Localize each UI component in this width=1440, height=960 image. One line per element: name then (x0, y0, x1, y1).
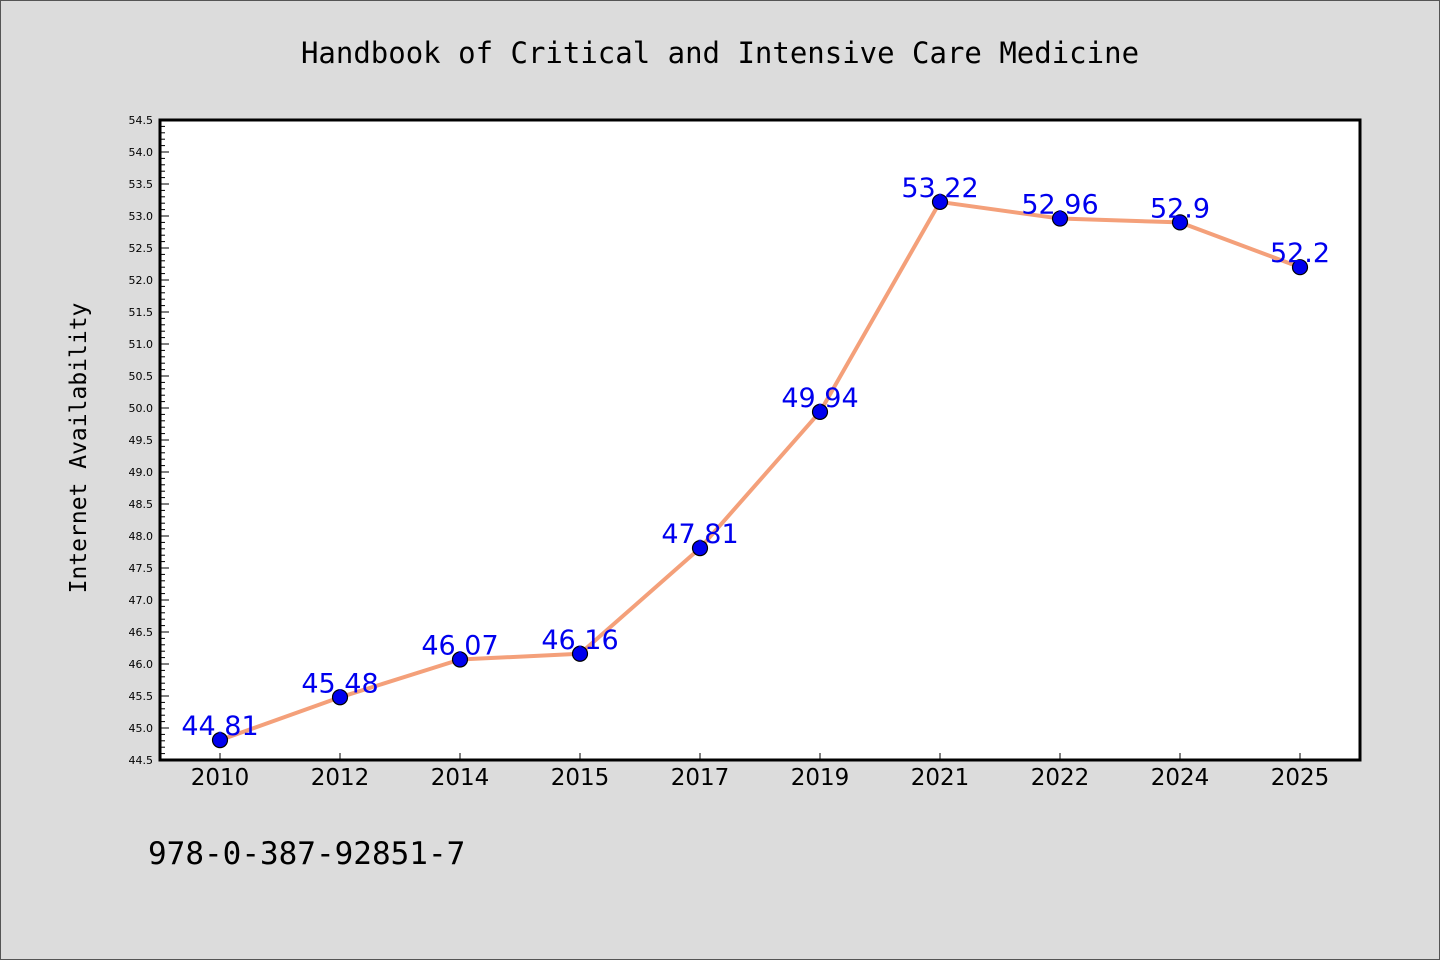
chart-title: Handbook of Critical and Intensive Care … (301, 36, 1139, 70)
data-point (1051, 210, 1069, 227)
data-series: 44.81 45.48 46.07 46.16 47.81 49.94 53.22 52.96… (181, 173, 1330, 749)
y-tick-label: 54.0 (129, 146, 154, 159)
y-tick-label: 50.5 (129, 370, 154, 383)
data-point (571, 645, 589, 662)
plot-area (160, 120, 1360, 760)
data-label: 49.94 (781, 383, 858, 414)
data-label: 46.16 (541, 625, 618, 656)
y-tick-label: 48.5 (129, 498, 154, 511)
y-axis: 44.5 45.0 45.5 46.0 46.5 47.0 47.5 48.0 48.5 49.0… (129, 114, 169, 767)
y-tick-label: 54.5 (129, 114, 154, 127)
data-label: 44.81 (181, 711, 258, 742)
x-tick-label: 2017 (671, 765, 730, 791)
y-tick-label: 53.5 (129, 178, 154, 191)
y-tick-label: 46.5 (129, 626, 154, 639)
y-tick-label: 51.0 (129, 338, 154, 351)
y-tick-label: 53.0 (129, 210, 154, 223)
y-tick-label: 49.0 (129, 466, 154, 479)
data-point (931, 193, 949, 211)
data-label: 52.2 (1270, 238, 1330, 269)
y-tick-label: 47.5 (129, 562, 154, 575)
y-tick-label: 48.0 (129, 530, 154, 543)
data-label: 47.81 (661, 519, 738, 550)
x-axis: 2010 2012 2014 2015 2017 2019 2021 2022 2024 2025 (191, 753, 1330, 791)
y-tick-label: 51.5 (129, 306, 154, 319)
data-label: 46.07 (421, 631, 498, 662)
x-tick-label: 2010 (191, 765, 250, 791)
data-point (1291, 259, 1309, 276)
y-tick-label: 52.5 (129, 242, 154, 255)
plot-frame (158, 118, 1362, 762)
x-tick-label: 2015 (551, 765, 610, 791)
y-tick-label: 46.0 (129, 658, 154, 671)
y-tick-label: 44.5 (129, 754, 154, 767)
x-tick-label: 2024 (1151, 765, 1210, 791)
y-tick-label: 52.0 (129, 274, 154, 287)
data-label: 52.96 (1021, 190, 1098, 221)
data-point (331, 689, 349, 706)
x-tick-label: 2021 (911, 765, 970, 791)
y-tick-label: 50.0 (129, 402, 154, 415)
data-point (691, 540, 709, 557)
data-point (211, 732, 229, 749)
data-label: 45.48 (301, 668, 378, 699)
isbn-text: 978-0-387-92851-7 (148, 836, 465, 872)
x-tick-label: 2022 (1031, 765, 1090, 791)
data-label: 52.9 (1150, 193, 1210, 224)
y-tick-label: 45.0 (129, 722, 154, 735)
y-tick-label: 47.0 (129, 594, 154, 607)
data-point (1171, 214, 1189, 231)
data-point (811, 403, 829, 420)
x-tick-label: 2019 (791, 765, 850, 791)
y-axis-label: Internet Availability (66, 303, 92, 594)
x-tick-label: 2012 (311, 765, 370, 791)
x-tick-label: 2025 (1271, 765, 1330, 791)
series-line (219, 199, 1301, 743)
data-label: 53.22 (901, 173, 978, 204)
y-tick-label: 49.5 (129, 434, 154, 447)
y-tick-label: 45.5 (129, 690, 154, 703)
data-point (451, 651, 469, 668)
x-tick-label: 2014 (431, 765, 490, 791)
